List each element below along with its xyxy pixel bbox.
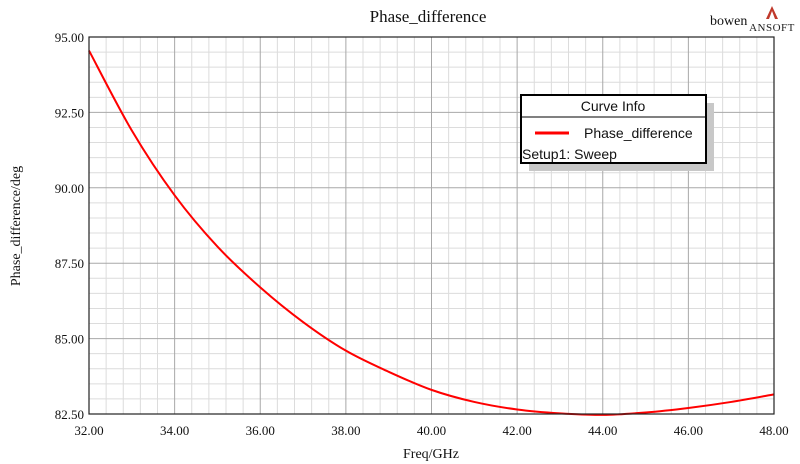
plot-frame (88, 36, 775, 415)
y-tick-label: 95.00 (55, 30, 84, 45)
x-tick-label: 44.00 (588, 423, 617, 438)
y-axis-label: Phase_difference/deg (9, 166, 24, 286)
y-tick-label: 90.00 (55, 181, 84, 196)
legend-box (520, 94, 707, 164)
x-tick-label: 40.00 (417, 423, 446, 438)
legend-title: Curve Info (581, 98, 646, 114)
legend-entry-phase-difference: Phase_difference (584, 125, 693, 141)
x-tick-label: 48.00 (759, 423, 788, 438)
x-tick-label: 34.00 (160, 423, 189, 438)
ansoft-logo-text: ANSOFT (749, 22, 795, 34)
x-tick-labels: 32.00 34.00 36.00 38.00 40.00 42.00 44.00 46.00… (74, 423, 788, 438)
legend[interactable]: Curve Info Phase_difference Setup1: Swee… (520, 94, 714, 171)
y-tick-label: 85.00 (55, 332, 84, 347)
y-tick-label: 92.50 (55, 105, 84, 120)
series-line-phase-difference (88, 50, 775, 416)
y-tick-labels: 82.50 85.00 87.50 90.00 92.50 95.00 (55, 30, 84, 422)
x-tick-label: 46.00 (674, 423, 703, 438)
y-tick-label: 82.50 (55, 407, 84, 422)
x-tick-label: 42.00 (503, 423, 532, 438)
x-tick-label: 36.00 (246, 423, 275, 438)
x-tick-label: 38.00 (331, 423, 360, 438)
legend-note: Setup1: Sweep (522, 146, 617, 162)
y-tick-label: 87.50 (55, 256, 84, 271)
chart-title: Phase_difference (370, 7, 487, 26)
ansoft-logo-icon (766, 6, 778, 19)
x-tick-label: 32.00 (74, 423, 103, 438)
x-axis-label: Freq/GHz (403, 447, 459, 462)
user-label: bowen (710, 14, 747, 29)
